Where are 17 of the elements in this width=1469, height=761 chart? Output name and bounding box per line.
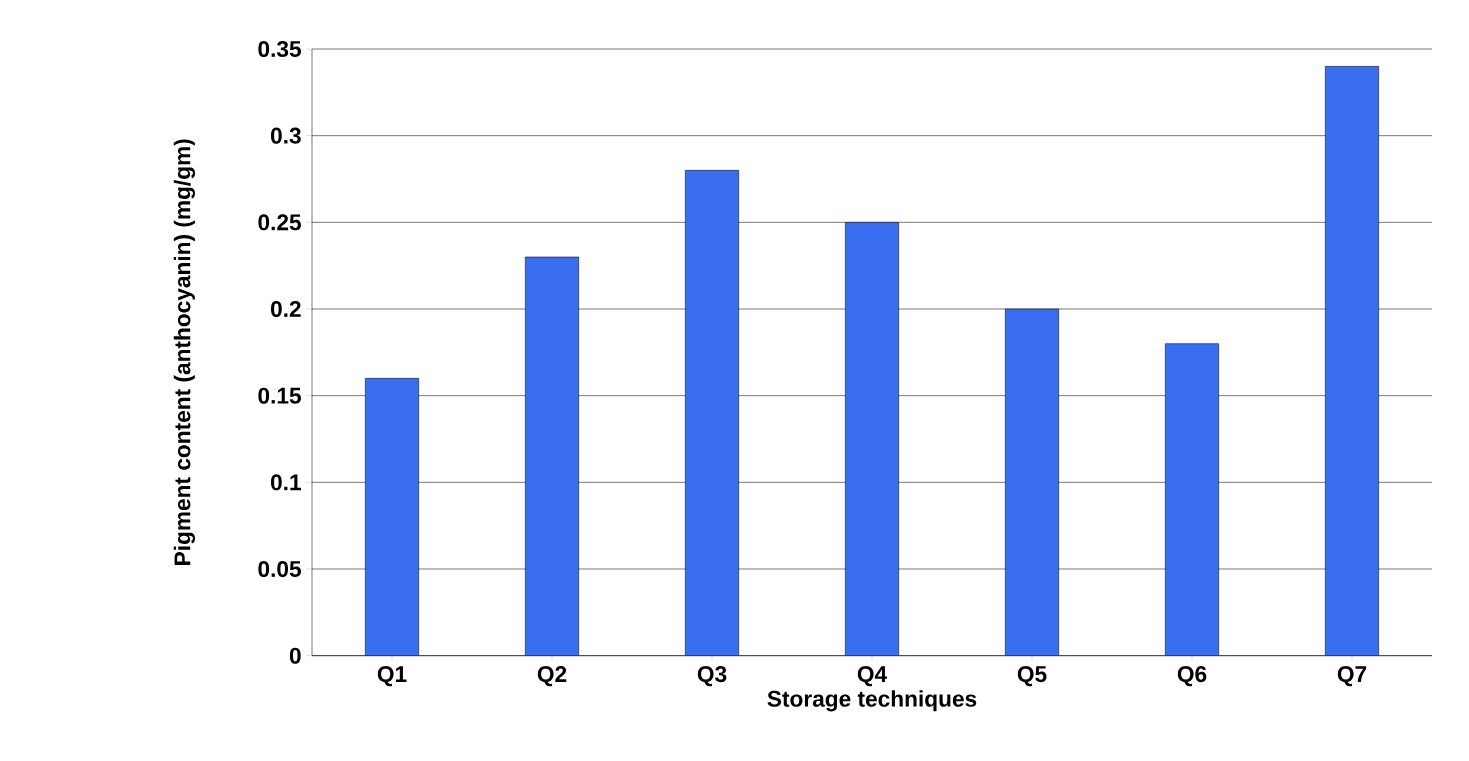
x-tick-label: Q5: [1017, 666, 1047, 687]
x-tick-label: Q4: [857, 666, 888, 687]
y-tick-label: 0.25: [258, 214, 301, 231]
x-tick-label: Q2: [537, 666, 567, 687]
x-tick-label: Q3: [697, 666, 727, 687]
y-tick-label: 0.05: [258, 560, 301, 578]
y-tick-label: 0.1: [270, 474, 301, 491]
x-tick-label: Q7: [1337, 666, 1367, 687]
y-tick-label: 0.15: [258, 387, 301, 404]
x-axis-title: Storage techniques: [767, 690, 977, 712]
y-tick-label: 0.3: [270, 127, 301, 144]
x-tick-label: Q1: [377, 666, 407, 687]
x-tick-label: Q6: [1177, 666, 1207, 687]
y-tick-label: 0.35: [258, 40, 301, 58]
y-axis-title: Pigment content (anthocyanin) (mg/gm): [173, 139, 196, 565]
y-tick-label: 0: [289, 647, 301, 664]
y-tick-label: 0.2: [270, 300, 301, 318]
